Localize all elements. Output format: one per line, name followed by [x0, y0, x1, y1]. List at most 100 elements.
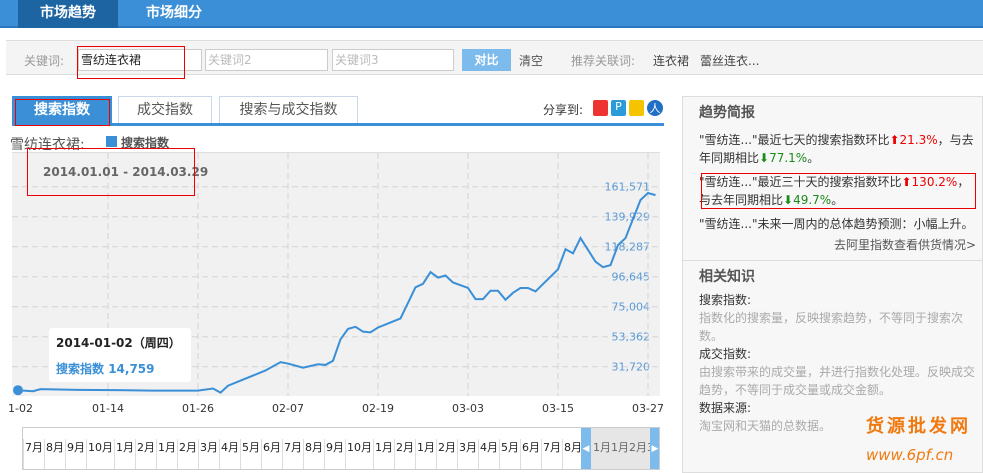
knowledge-heading: 搜索指数: — [699, 293, 752, 307]
watermark: 货源批发网 — [866, 416, 971, 437]
weibo-icon[interactable] — [593, 100, 608, 116]
tab-market-trend[interactable]: 市场趋势 — [18, 0, 118, 28]
brief-text: 。 — [807, 151, 820, 165]
tooltip-value: 14,759 — [108, 362, 155, 376]
line-chart: 31,720 53,362 75,004 96,645 118,287 139,929 16… — [8, 153, 664, 415]
keyword-input-3[interactable]: 关键词3 — [332, 49, 454, 71]
legend-series[interactable]: 搜索指数 — [121, 136, 170, 150]
navigator-label: 2月 — [394, 439, 415, 469]
qzone-icon[interactable] — [629, 100, 644, 116]
brief-text: 。 — [831, 193, 844, 207]
knowledge-text: 淘宝网和天猫的总数据。 — [699, 419, 832, 433]
brief-text: "雪纺连..."最近三十天的搜索指数环比 — [699, 175, 902, 189]
x-tick-label: 03-27 — [632, 402, 664, 415]
navigator-label: 5月 — [240, 439, 261, 469]
navigator-label: 8月 — [44, 439, 65, 469]
search-bar: 关键词: 雪纺连衣裙 关键词2 关键词3 对比 清空 推荐关联词: 连衣裙 蕾丝… — [6, 40, 983, 75]
up-arrow-icon: ⬆ — [889, 133, 900, 147]
y-tick-label: 118,287 — [605, 241, 651, 254]
compare-button[interactable]: 对比 — [462, 49, 511, 71]
tooltip-date: 2014-01-02（周四） — [56, 336, 181, 350]
recommend-keyword[interactable]: 连衣裙 — [653, 54, 690, 68]
navigator-left-handle[interactable]: ◀ — [581, 428, 591, 469]
brief-down-value: 77.1% — [769, 151, 808, 165]
keyword-input-1[interactable]: 雪纺连衣裙 — [78, 49, 202, 71]
share-label: 分享到: — [543, 103, 584, 117]
brief-up-value: 130.2% — [911, 175, 958, 189]
navigator-label: 1月 — [415, 439, 436, 469]
navigator-label: 1月 — [593, 441, 611, 454]
recommend-keyword[interactable]: 蕾丝连衣... — [700, 54, 760, 68]
date-range: 2014.01.01 - 2014.03.29 — [43, 165, 209, 179]
tab-search-deal-index[interactable]: 搜索与成交指数 — [219, 96, 358, 124]
watermark-url: www.6pf.cn — [866, 446, 954, 464]
navigator-label: 1月 — [114, 439, 135, 469]
navigator-selection[interactable]: 1月1月2月3月 — [583, 428, 653, 469]
knowledge-text: 指数化的搜索量，反映搜索趋势，不等同于搜索次数。 — [699, 311, 964, 343]
x-tick-label: 03-15 — [542, 402, 574, 415]
x-tick-label: 01-26 — [182, 402, 214, 415]
clear-button[interactable]: 清空 — [519, 54, 544, 68]
ali-index-link[interactable]: 去阿里指数查看供货情况> — [833, 238, 976, 252]
qq-icon[interactable]: P — [611, 100, 626, 116]
navigator-label: 2月 — [629, 441, 647, 454]
navigator-label: 7月 — [282, 439, 303, 469]
renren-icon[interactable]: 人 — [647, 100, 663, 116]
annotation-box — [15, 99, 110, 126]
navigator-right-handle[interactable]: ▶ — [650, 428, 659, 469]
y-tick-label: 53,362 — [612, 331, 651, 344]
brief-7day: "雪纺连..."最近七天的搜索指数环比⬆21.3%，与去年同期相比⬇77.1%。 — [699, 131, 976, 167]
navigator-label: 2月 — [436, 439, 457, 469]
legend-keyword: 雪纺连衣裙: — [10, 137, 85, 153]
series-line — [17, 191, 656, 394]
knowledge-heading: 数据来源: — [699, 401, 752, 415]
brief-30day: "雪纺连..."最近三十天的搜索指数环比⬆130.2%，与去年同期相比⬇49.7… — [699, 173, 976, 209]
navigator-label: 1月 — [373, 439, 394, 469]
brief-text: ，与去年同期相比 — [699, 175, 970, 207]
range-navigator[interactable]: 7月 8月 9月 10月 1月 2月 1月 2月 3月 4月 5月 6月 7月 8月 9月 10月 1月 2月 1月… — [22, 427, 660, 470]
navigator-label: 6月 — [261, 439, 282, 469]
navigator-label: 1月 — [156, 439, 177, 469]
knowledge-list: 搜索指数: 指数化的搜索量，反映搜索趋势，不等同于搜索次数。 成交指数: 由搜索… — [699, 291, 976, 435]
tab-market-segment[interactable]: 市场细分 — [146, 5, 202, 21]
navigator-label: 8月 — [562, 439, 583, 469]
navigator-label: 5月 — [499, 439, 520, 469]
divider — [683, 260, 982, 261]
tooltip: 2014-01-02（周四） 搜索指数 14,759 — [49, 328, 191, 382]
tooltip-label: 搜索指数 — [56, 362, 105, 376]
y-tick-label: 31,720 — [612, 361, 651, 374]
y-tick-label: 161,571 — [605, 181, 651, 194]
keyword-label: 关键词: — [24, 54, 65, 68]
navigator-label: 8月 — [303, 439, 324, 469]
y-tick-label: 96,645 — [612, 271, 651, 284]
top-nav: 市场趋势 市场细分 — [0, 0, 983, 28]
keyword-input-2[interactable]: 关键词2 — [205, 49, 328, 71]
navigator-label: 3月 — [198, 439, 219, 469]
navigator-label: 10月 — [86, 439, 114, 469]
knowledge-title: 相关知识 — [699, 269, 755, 285]
navigator-label: 9月 — [65, 439, 86, 469]
brief-forecast: "雪纺连..."未来一周内的总体趋势预测：小幅上升。 — [699, 217, 974, 231]
tab-search-index[interactable]: 搜索指数 — [12, 96, 112, 124]
x-tick-label: 03-03 — [452, 402, 484, 415]
brief-down-value: 49.7% — [793, 193, 832, 207]
annotation-box — [27, 148, 195, 196]
tab-deal-index[interactable]: 成交指数 — [118, 96, 212, 124]
annotation-box — [701, 173, 976, 209]
data-point — [13, 385, 23, 396]
knowledge-text: 由搜索带来的成交量，并进行指数化处理。反映成交趋势，不等同于成交量或成交金额。 — [699, 365, 976, 397]
navigator-label: 3月 — [457, 439, 478, 469]
trend-brief-title: 趋势简报 — [699, 105, 755, 121]
navigator-label: 7月 — [541, 439, 562, 469]
y-tick-label: 75,004 — [612, 301, 651, 314]
knowledge-heading: 成交指数: — [699, 347, 752, 361]
tab-underline — [12, 123, 664, 126]
x-tick-label: 02-07 — [272, 402, 304, 415]
up-arrow-icon: ⬆ — [901, 175, 912, 189]
side-panel: 趋势简报 "雪纺连..."最近七天的搜索指数环比⬆21.3%，与去年同期相比⬇7… — [682, 96, 983, 473]
y-tick-label: 139,929 — [605, 211, 651, 224]
down-arrow-icon: ⬇ — [759, 151, 770, 165]
x-tick-label: 01-14 — [92, 402, 124, 415]
x-tick-label: 02-19 — [362, 402, 394, 415]
navigator-label: 2月 — [177, 439, 198, 469]
